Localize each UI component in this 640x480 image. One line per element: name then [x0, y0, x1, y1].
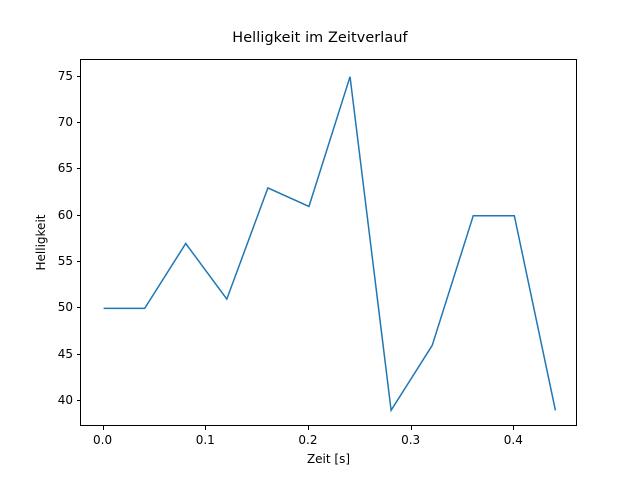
y-tick-label: 45 — [57, 346, 73, 361]
x-tick-mark — [410, 426, 412, 430]
x-tick-mark — [205, 426, 207, 430]
y-tick-mark — [76, 214, 80, 216]
y-tick-mark — [76, 122, 80, 124]
x-tick-label: 0.0 — [93, 433, 113, 447]
y-tick-label: 65 — [57, 161, 73, 176]
x-axis-label: Zeit [s] — [306, 452, 351, 466]
y-tick-mark — [76, 261, 80, 263]
x-tick-mark — [102, 426, 104, 430]
y-tick-label: 50 — [57, 300, 73, 315]
brightness-series-line — [103, 76, 557, 413]
y-tick-label: 70 — [57, 115, 73, 130]
x-tick-label: 0.4 — [503, 433, 523, 447]
x-tick-label: 0.2 — [298, 433, 318, 447]
x-tick-mark — [307, 426, 309, 430]
y-tick-mark — [76, 168, 80, 170]
y-tick-mark — [76, 75, 80, 77]
x-tick-mark — [513, 426, 515, 430]
plot-area — [80, 59, 577, 426]
chart-title: Helligkeit im Zeitverlauf — [232, 30, 408, 46]
y-tick-label: 60 — [57, 207, 73, 222]
y-tick-mark — [76, 353, 80, 355]
y-tick-label: 55 — [57, 254, 73, 269]
data-line-series — [103, 76, 557, 413]
y-tick-label: 40 — [57, 393, 73, 408]
y-tick-mark — [76, 307, 80, 309]
x-tick-label: 0.1 — [195, 433, 215, 447]
y-axis-label: Helligkeit — [34, 214, 48, 271]
y-tick-label: 75 — [57, 68, 73, 83]
y-tick-mark — [76, 400, 80, 402]
x-tick-label: 0.3 — [401, 433, 421, 447]
